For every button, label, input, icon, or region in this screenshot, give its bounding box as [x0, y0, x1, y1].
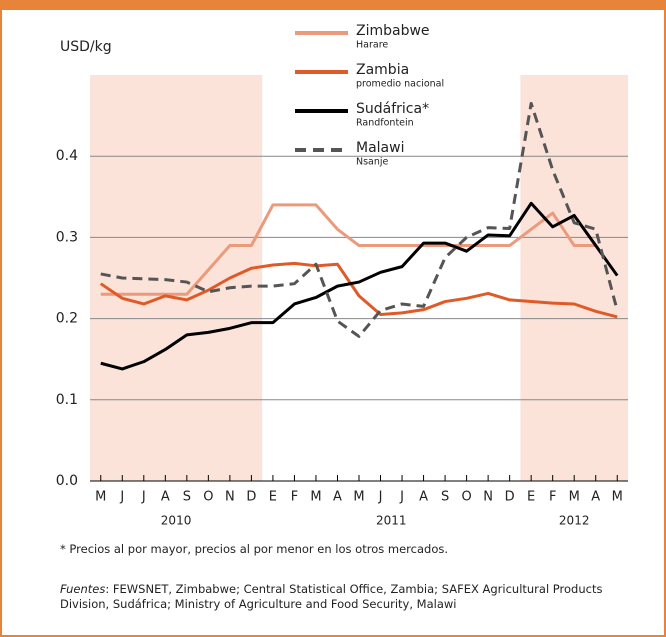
year-label: 2012	[559, 514, 590, 528]
x-tick-label: O	[461, 490, 471, 505]
x-tick-label: J	[378, 490, 383, 505]
year-label: 2011	[376, 514, 407, 528]
x-tick-label: D	[505, 490, 515, 505]
series-line	[100, 203, 596, 296]
y-axis-label: USD/kg	[60, 39, 112, 55]
year-shade	[90, 75, 263, 481]
year-label: 2010	[161, 514, 192, 528]
x-tick-label: J	[141, 490, 146, 505]
x-tick-label: N	[225, 490, 235, 505]
x-tick-label: M	[310, 490, 321, 505]
x-tick-label: O	[203, 490, 213, 505]
year-shade	[520, 75, 628, 481]
legend-label: Malawi	[356, 140, 404, 156]
y-tick-label: 0.3	[56, 229, 78, 245]
x-tick-label: N	[483, 490, 493, 505]
legend-label: Zambia	[356, 62, 409, 78]
x-tick-label: D	[246, 490, 256, 505]
legend-sublabel: Randfontein	[356, 118, 414, 129]
x-tick-label: M	[353, 490, 364, 505]
series-line	[100, 201, 619, 371]
x-tick-label: E	[527, 490, 535, 505]
x-tick-label: F	[549, 490, 556, 505]
footnote: * Precios al por mayor, precios al por m…	[60, 542, 448, 556]
x-tick-label: E	[269, 490, 277, 505]
x-tick-label: M	[612, 490, 623, 505]
sources-label: Fuentes	[60, 582, 106, 596]
legend-label: Zimbabwe	[356, 23, 430, 39]
x-tick-label: A	[591, 490, 600, 505]
series-line	[100, 101, 619, 338]
legend-sublabel: Nsanje	[356, 157, 389, 168]
x-tick-label: S	[441, 490, 449, 505]
sources: Fuentes: FEWSNET, Zimbabwe; Central Stat…	[60, 582, 650, 612]
x-tick-label: A	[333, 490, 342, 505]
x-tick-label: J	[119, 490, 124, 505]
x-tick-label: J	[399, 490, 404, 505]
sources-text: : FEWSNET, Zimbabwe; Central Statistical…	[60, 582, 603, 611]
x-tick-label: A	[161, 490, 170, 505]
y-tick-label: 0.4	[56, 148, 78, 164]
y-tick-label: 0.2	[56, 311, 78, 327]
y-tick-label: 0.0	[56, 473, 78, 489]
legend-sublabel: Harare	[356, 40, 388, 51]
y-tick-label: 0.1	[56, 392, 78, 408]
x-tick-label: S	[183, 490, 191, 505]
series-line	[99, 261, 618, 319]
legend-label: Sudáfrica*	[356, 101, 429, 117]
x-tick-label: M	[95, 490, 106, 505]
legend-sublabel: promedio nacional	[356, 79, 444, 90]
x-tick-label: M	[569, 490, 580, 505]
x-tick-label: A	[419, 490, 428, 505]
x-tick-label: F	[291, 490, 298, 505]
